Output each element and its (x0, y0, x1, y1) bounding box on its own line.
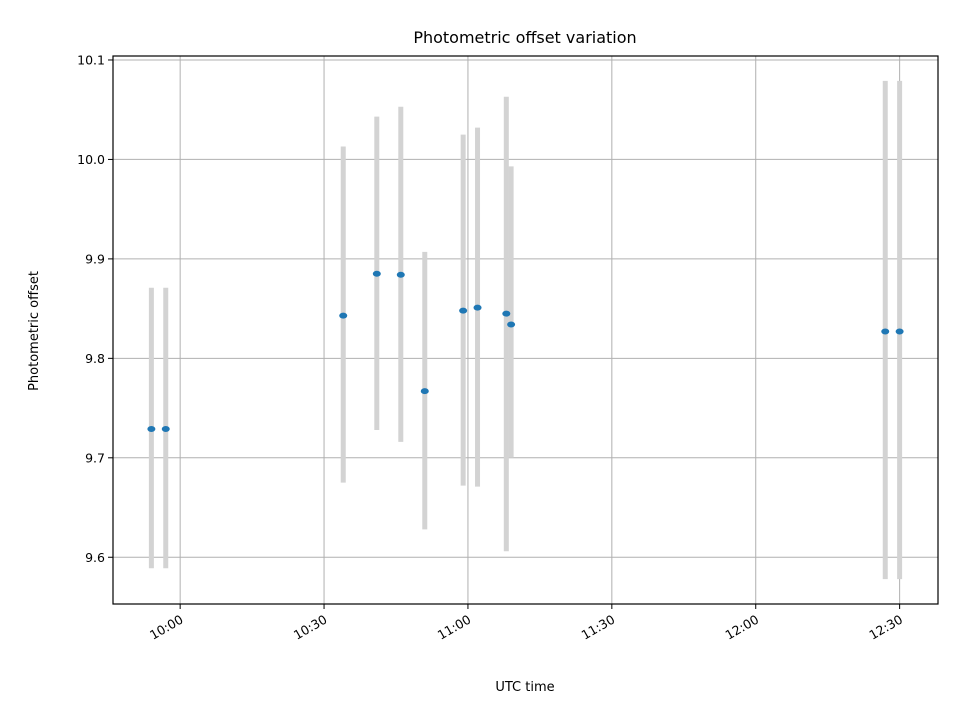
y-tick-label: 9.7 (85, 450, 105, 465)
x-tick-label: 12:00 (723, 612, 762, 643)
data-point (420, 388, 429, 395)
data-point (881, 328, 890, 335)
data-point (147, 425, 156, 432)
grid (113, 56, 938, 604)
y-tick-label: 10.1 (77, 52, 105, 67)
data-points (147, 270, 904, 432)
data-point (507, 321, 516, 328)
x-tick-label: 10:00 (147, 612, 186, 643)
data-point (895, 328, 904, 335)
y-tick-label: 10.0 (77, 152, 105, 167)
data-point (473, 304, 482, 311)
x-tick-label: 11:30 (579, 612, 618, 643)
plot-frame (112, 55, 939, 605)
x-axis-label: UTC time (495, 680, 554, 695)
data-point (339, 312, 348, 319)
error-bars (148, 80, 903, 580)
y-tick-label: 9.8 (85, 351, 105, 366)
x-tick-label: 12:30 (866, 612, 905, 643)
y-axis-label: Photometric offset (27, 271, 42, 391)
chart-title: Photometric offset variation (413, 28, 636, 47)
data-point (459, 307, 468, 314)
x-tick-label: 10:30 (291, 612, 330, 643)
data-point (161, 425, 170, 432)
x-tick-label: 11:00 (435, 612, 474, 643)
data-point (502, 310, 511, 317)
y-tick-label: 9.6 (85, 550, 105, 565)
y-tick-label: 9.9 (85, 251, 105, 266)
data-point (372, 270, 381, 277)
data-point (396, 271, 405, 278)
ticks: 10:00 10:30 11:00 11:30 12:00 12:30 9.6 9.7 9.8 9… (77, 52, 905, 642)
